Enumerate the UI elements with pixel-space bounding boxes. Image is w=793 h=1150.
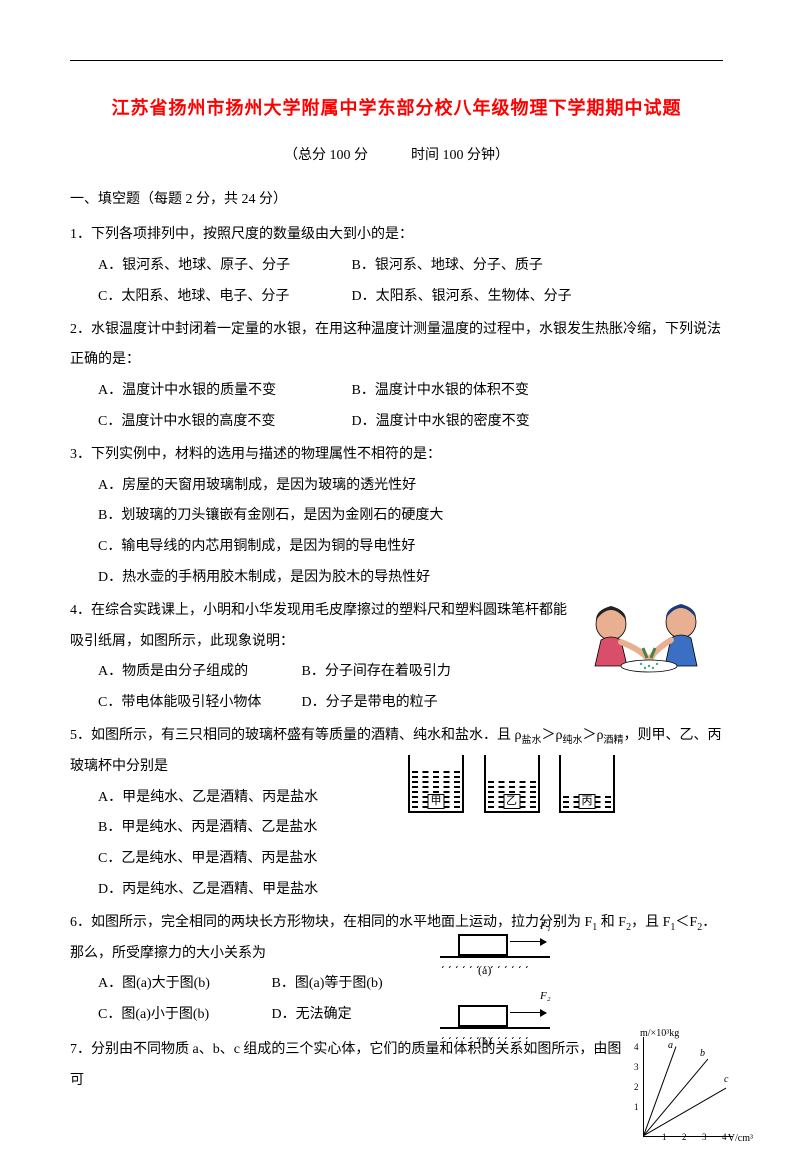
- block-b: F₂ (b): [440, 981, 550, 1039]
- q3-opt-c: C．输电导线的内芯用铜制成，是因为铜的导电性好: [98, 532, 723, 563]
- question-4: 4．在综合实践课上，小明和小华发现用毛皮摩擦过的塑料尺和塑料圆珠笔杆都能吸引纸屑…: [70, 596, 723, 719]
- q5-opt-c: C．乙是纯水、甲是酒精、丙是盐水: [98, 844, 723, 875]
- q6-opt-b: B．图(a)等于图(b): [272, 969, 383, 1000]
- beaker-jia: 甲: [408, 755, 464, 813]
- q5-text: 5．如图所示，有三只相同的玻璃杯盛有等质量的酒精、纯水和盐水．且 ρ盐水＞ρ纯水…: [70, 721, 723, 783]
- total-score: （总分 100 分: [284, 148, 368, 163]
- q5-beakers: 甲 乙 丙: [400, 755, 623, 826]
- block-a: F₁ (a): [440, 910, 550, 968]
- question-5: 5．如图所示，有三只相同的玻璃杯盛有等质量的酒精、纯水和盐水．且 ρ盐水＞ρ纯水…: [70, 721, 723, 906]
- q1-opt-d: D．太阳系、银河系、生物体、分子: [352, 282, 572, 313]
- q6-blocks: F₁ (a) F₂ (b): [440, 910, 723, 1052]
- q4-opt-d: D．分子是带电的粒子: [302, 688, 438, 719]
- top-rule: [70, 60, 723, 61]
- question-7: 7．分别由不同物质 a、b、c 组成的三个实心体，它们的质量和体积的关系如图所示…: [70, 1035, 723, 1097]
- q4-opt-a: A．物质是由分子组成的: [98, 657, 298, 688]
- page-title: 江苏省扬州市扬州大学附属中学东部分校八年级物理下学期期中试题: [70, 89, 723, 129]
- q7-text: 7．分别由不同物质 a、b、c 组成的三个实心体，它们的质量和体积的关系如图所示…: [70, 1035, 723, 1097]
- q2-opt-b: B．温度计中水银的体积不变: [352, 376, 529, 407]
- section-header: 一、填空题（每题 2 分，共 24 分）: [70, 185, 723, 216]
- beaker-bing: 丙: [559, 755, 615, 813]
- q1-opt-a: A．银河系、地球、原子、分子: [98, 251, 348, 282]
- q5-opt-d: D．丙是纯水、乙是酒精、甲是盐水: [98, 875, 723, 906]
- question-1: 1．下列各项排列中，按照尺度的数量级由大到小的是： A．银河系、地球、原子、分子…: [70, 220, 723, 312]
- q3-opt-a: A．房屋的天窗用玻璃制成，是因为玻璃的透光性好: [98, 471, 723, 502]
- q4-text: 4．在综合实践课上，小明和小华发现用毛皮摩擦过的塑料尺和塑料圆珠笔杆都能吸引纸屑…: [70, 596, 567, 658]
- duration: 时间 100 分钟）: [411, 148, 509, 163]
- q1-opt-c: C．太阳系、地球、电子、分子: [98, 282, 348, 313]
- q3-text: 3．下列实例中，材料的选用与描述的物理属性不相符的是：: [70, 440, 723, 471]
- kids-experiment-icon: [573, 596, 723, 686]
- beaker-yi: 乙: [484, 755, 540, 813]
- q4-opt-c: C．带电体能吸引轻小物体: [98, 688, 298, 719]
- q4-illustration: [573, 596, 723, 719]
- q2-opt-c: C．温度计中水银的高度不变: [98, 407, 348, 438]
- q1-opt-b: B．银河系、地球、分子、质子: [352, 251, 543, 282]
- q6-opt-a: A．图(a)大于图(b): [98, 969, 268, 1000]
- q3-opt-b: B．划玻璃的刀头镶嵌有金刚石，是因为金刚石的硬度大: [98, 501, 723, 532]
- q2-opt-a: A．温度计中水银的质量不变: [98, 376, 348, 407]
- q6-opt-c: C．图(a)小于图(b): [98, 1000, 268, 1031]
- page-subtitle: （总分 100 分 时间 100 分钟）: [70, 141, 723, 172]
- q6-opt-d: D．无法确定: [272, 1000, 352, 1031]
- q2-opt-d: D．温度计中水银的密度不变: [352, 407, 530, 438]
- question-2: 2．水银温度计中封闭着一定量的水银，在用这种温度计测量温度的过程中，水银发生热胀…: [70, 315, 723, 438]
- question-6: 6．如图所示，完全相同的两块长方形物块，在相同的水平地面上运动，拉力分别为 F1…: [70, 908, 723, 1031]
- q2-text: 2．水银温度计中封闭着一定量的水银，在用这种温度计测量温度的过程中，水银发生热胀…: [70, 315, 723, 377]
- q4-opt-b: B．分子间存在着吸引力: [302, 657, 451, 688]
- q3-opt-d: D．热水壶的手柄用胶木制成，是因为胶木的导热性好: [98, 563, 723, 594]
- question-3: 3．下列实例中，材料的选用与描述的物理属性不相符的是： A．房屋的天窗用玻璃制成…: [70, 440, 723, 594]
- q1-text: 1．下列各项排列中，按照尺度的数量级由大到小的是：: [70, 220, 723, 251]
